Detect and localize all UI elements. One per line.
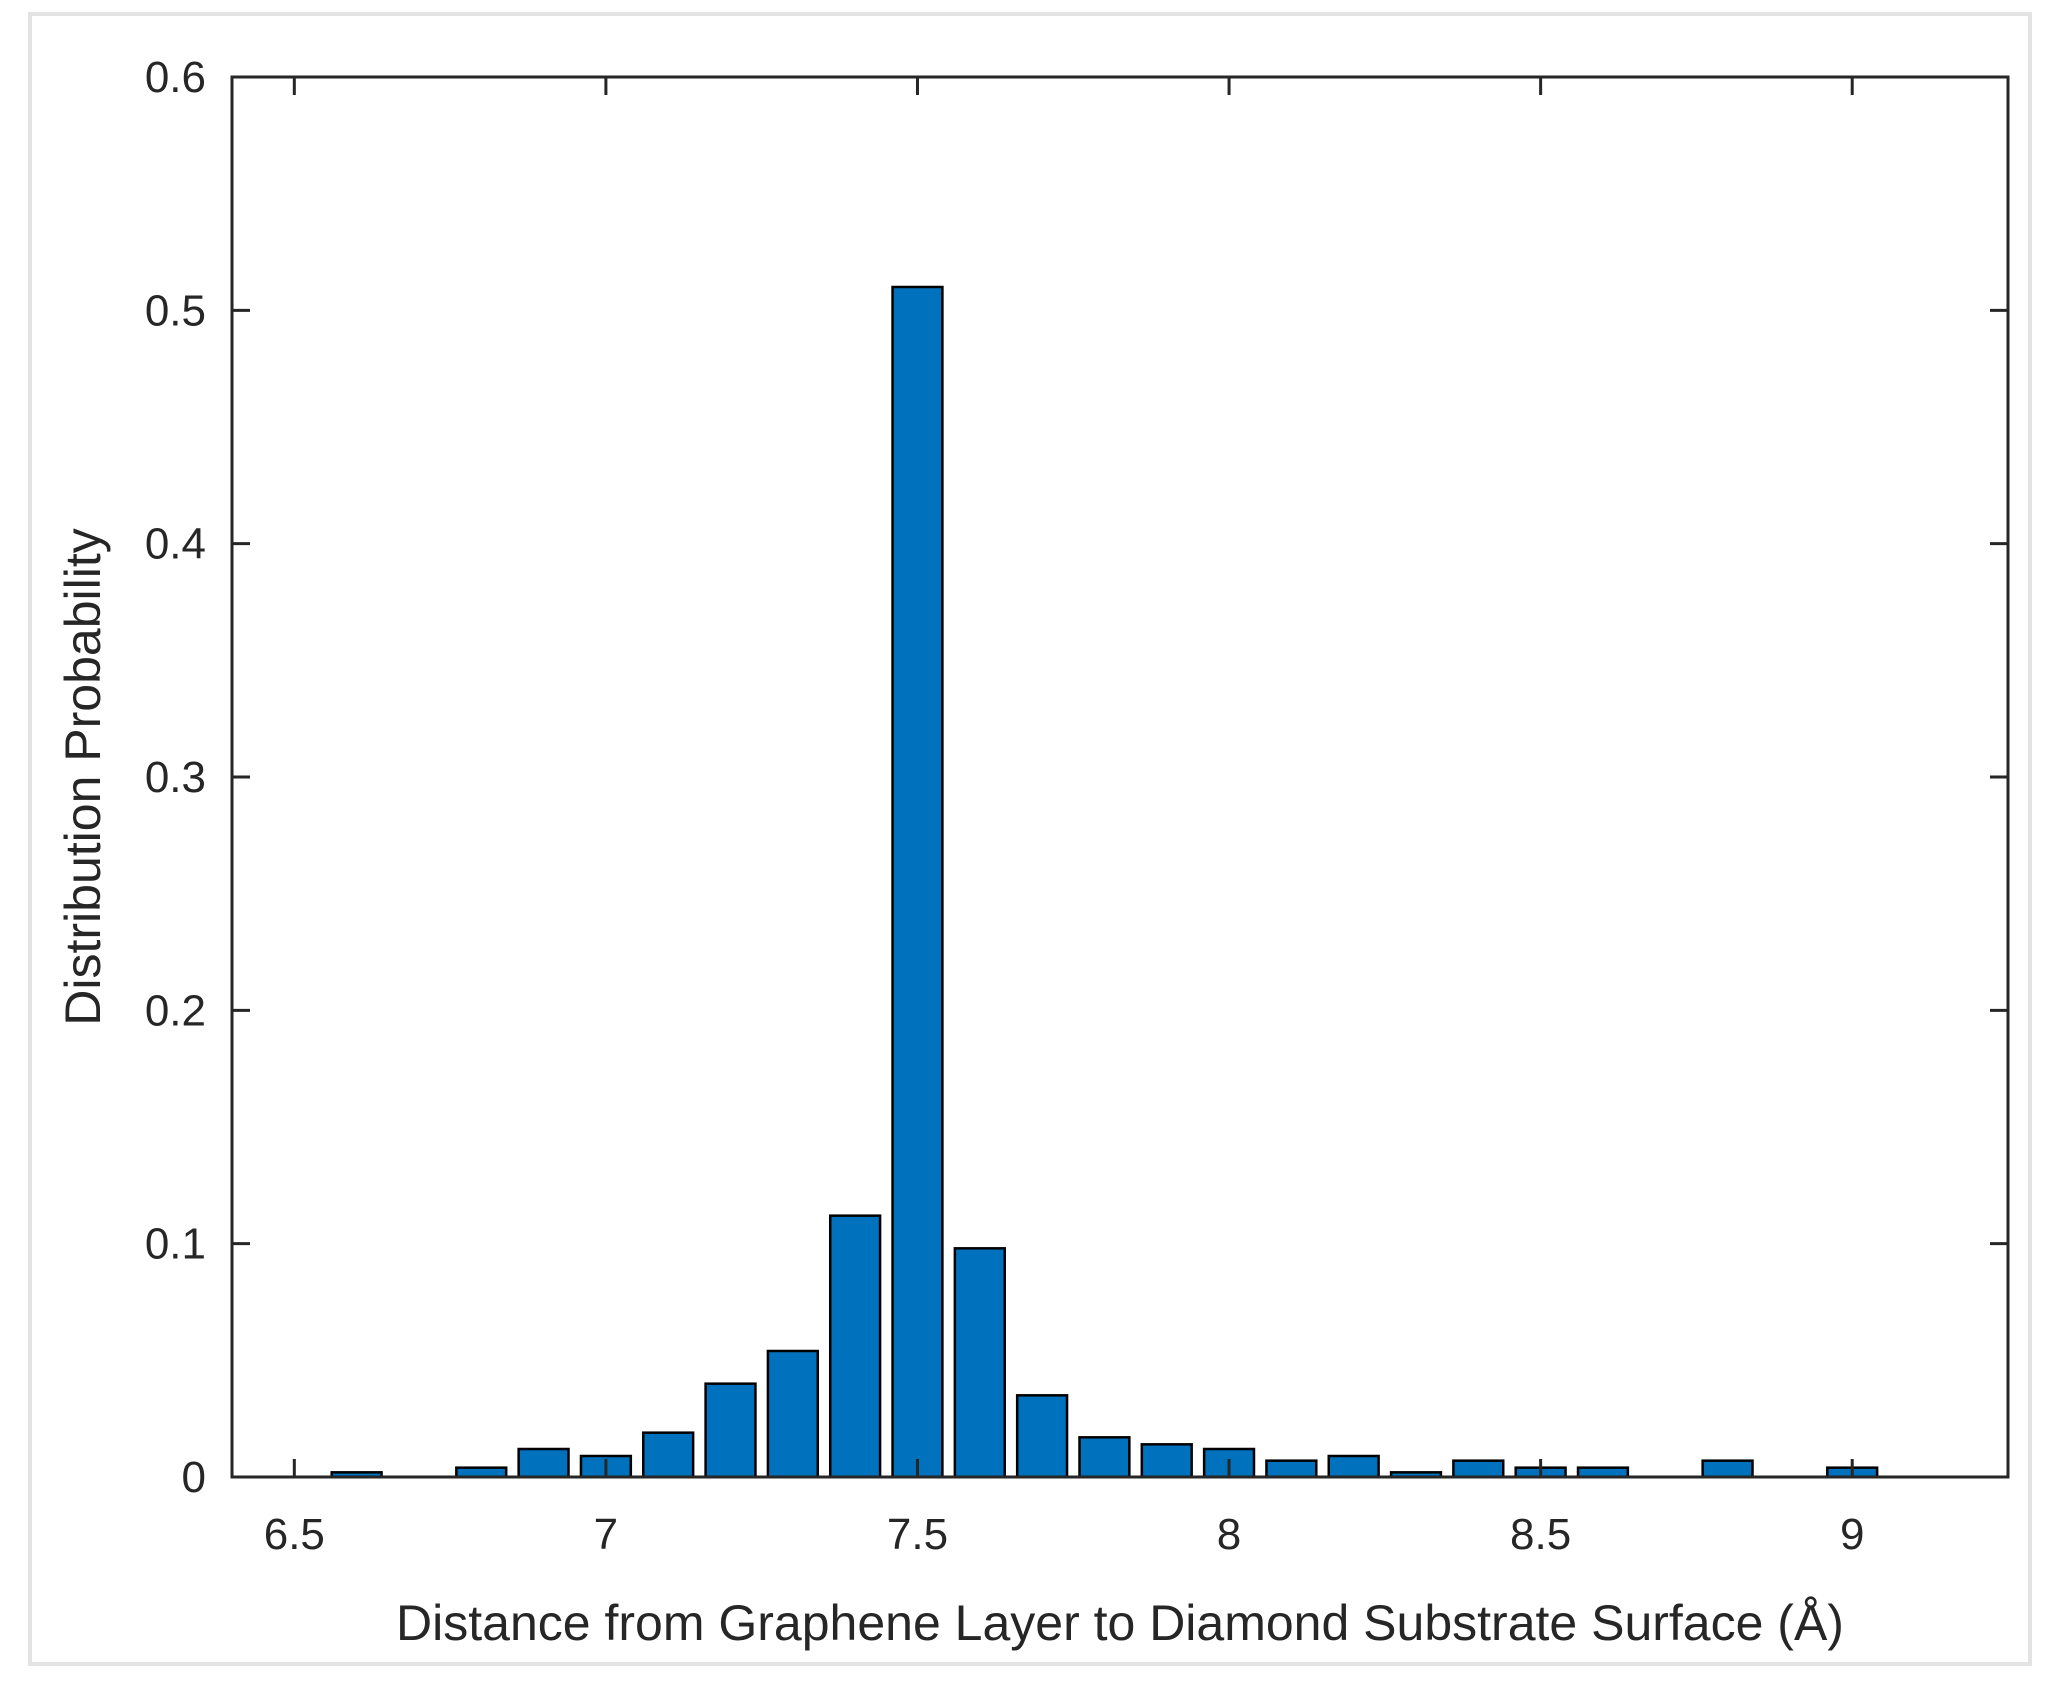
bar-7: [828, 1214, 882, 1479]
x-tick-label-2: 7.5: [887, 1510, 948, 1559]
bar-17: [1452, 1459, 1505, 1479]
y-tick-label-3: 0.3: [145, 753, 206, 802]
bar-11: [1078, 1436, 1131, 1479]
y-tick-label-2: 0.2: [145, 986, 206, 1035]
bar-8: [891, 285, 944, 1479]
y-tick-label-6: 0.6: [145, 53, 206, 102]
x-tick-label-0: 6.5: [264, 1510, 325, 1559]
y-axis-label: Distribution Probability: [55, 528, 111, 1025]
bar-14: [1265, 1459, 1318, 1479]
x-tick-label-3: 8: [1217, 1510, 1241, 1559]
bar-4: [642, 1431, 695, 1479]
ticks-layer: 6.5 7 7.5 8 8.5 9 0 0.1 0.2 0.3 0.4 0.5 0.6: [145, 53, 2008, 1559]
y-tick-label-0: 0: [182, 1453, 206, 1502]
bar-12: [1140, 1443, 1193, 1479]
bar-20: [1701, 1459, 1754, 1479]
x-tick-label-4: 8.5: [1510, 1510, 1571, 1559]
bar-2: [517, 1447, 570, 1479]
x-tick-label-1: 7: [594, 1510, 618, 1559]
bar-9: [953, 1247, 1006, 1479]
y-tick-label-4: 0.4: [145, 520, 206, 569]
bar-15: [1327, 1454, 1380, 1479]
plot-area-border: [230, 75, 2010, 1479]
y-tick-label-1: 0.1: [145, 1220, 206, 1269]
bar-6: [766, 1349, 820, 1479]
bars-layer: [330, 285, 1879, 1479]
y-tick-label-5: 0.5: [145, 286, 206, 335]
x-axis-label: Distance from Graphene Layer to Diamond …: [396, 1595, 1844, 1651]
figure-frame: [28, 12, 2032, 1666]
bar-5: [704, 1382, 757, 1479]
x-tick-label-5: 9: [1840, 1510, 1864, 1559]
bar-10: [1015, 1394, 1069, 1479]
